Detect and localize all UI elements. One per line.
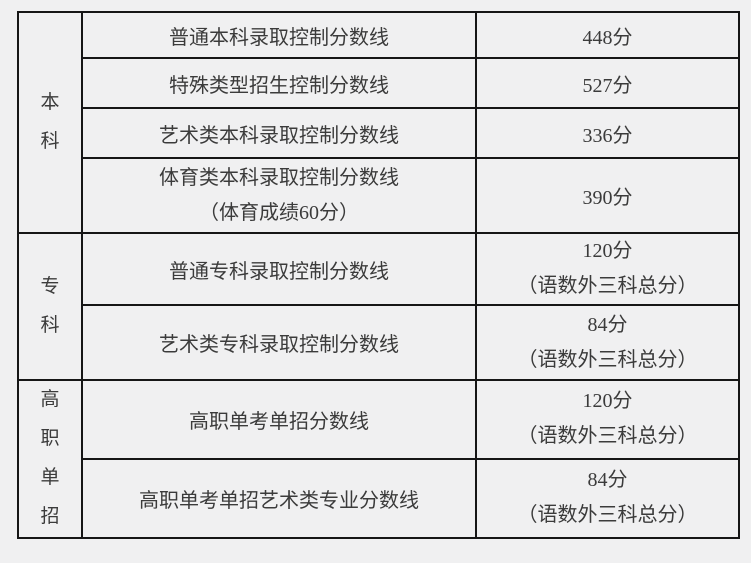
row-label: 普通本科录取控制分数线 xyxy=(81,11,477,59)
row-score: 527分 xyxy=(475,57,740,109)
table-row: 艺术类本科录取控制分数线 336分 xyxy=(18,107,740,159)
category-label: 本科 xyxy=(40,91,60,152)
score-value: 84分 xyxy=(587,469,628,492)
row-score: 120分 （语数外三科总分） xyxy=(475,379,740,460)
table-row: 高职单考单招艺术类专业分数线 84分 （语数外三科总分） xyxy=(18,457,740,539)
row-label: 高职单考单招分数线 xyxy=(81,379,477,460)
row-label-line2: （体育成绩60分） xyxy=(199,201,359,224)
category-cell-zhuanke: 专科 xyxy=(17,232,83,381)
row-score: 448分 xyxy=(475,11,740,59)
row-label: 体育类本科录取控制分数线 （体育成绩60分） xyxy=(81,157,477,234)
score-cutoff-table: 本科 普通本科录取控制分数线 448分 特殊类型招生控制分数线 527分 艺术类… xyxy=(17,11,740,539)
score-note: （语数外三科总分） xyxy=(517,275,698,297)
row-score: 336分 xyxy=(475,107,740,159)
table-row: 本科 普通本科录取控制分数线 448分 xyxy=(17,11,740,234)
row-label-line1: 体育类本科录取控制分数线 xyxy=(159,166,399,189)
row-score: 84分 （语数外三科总分） xyxy=(475,457,740,539)
row-score: 390分 xyxy=(475,157,740,234)
table-row: 特殊类型招生控制分数线 527分 xyxy=(18,57,740,109)
score-value: 120分 xyxy=(582,240,633,262)
score-note: （语数外三科总分） xyxy=(517,348,698,371)
category-cell-benke: 本科 xyxy=(17,11,83,234)
score-value: 84分 xyxy=(587,313,628,336)
category-label: 高职单招 xyxy=(40,389,60,527)
score-note: （语数外三科总分） xyxy=(517,425,698,448)
row-score: 120分 （语数外三科总分） xyxy=(475,232,740,306)
row-label: 艺术类专科录取控制分数线 xyxy=(81,304,477,381)
score-value: 120分 xyxy=(582,390,633,413)
row-label: 艺术类本科录取控制分数线 xyxy=(81,107,477,159)
table-row: 高职单招 高职单考单招分数线 120分 （语数外三科总分） xyxy=(17,379,740,539)
category-label: 专科 xyxy=(40,275,60,336)
row-label: 特殊类型招生控制分数线 xyxy=(81,57,477,109)
score-note: （语数外三科总分） xyxy=(517,504,698,527)
category-cell-gaozhidanzhao: 高职单招 xyxy=(17,379,83,539)
row-label: 高职单考单招艺术类专业分数线 xyxy=(81,457,477,539)
table-row: 艺术类专科录取控制分数线 84分 （语数外三科总分） xyxy=(18,304,740,381)
table-row: 专科 普通专科录取控制分数线 120分 （语数外三科总分） xyxy=(17,232,740,381)
row-score: 84分 （语数外三科总分） xyxy=(475,304,740,381)
table-row: 体育类本科录取控制分数线 （体育成绩60分） 390分 xyxy=(18,157,740,234)
row-label: 普通专科录取控制分数线 xyxy=(81,232,477,306)
